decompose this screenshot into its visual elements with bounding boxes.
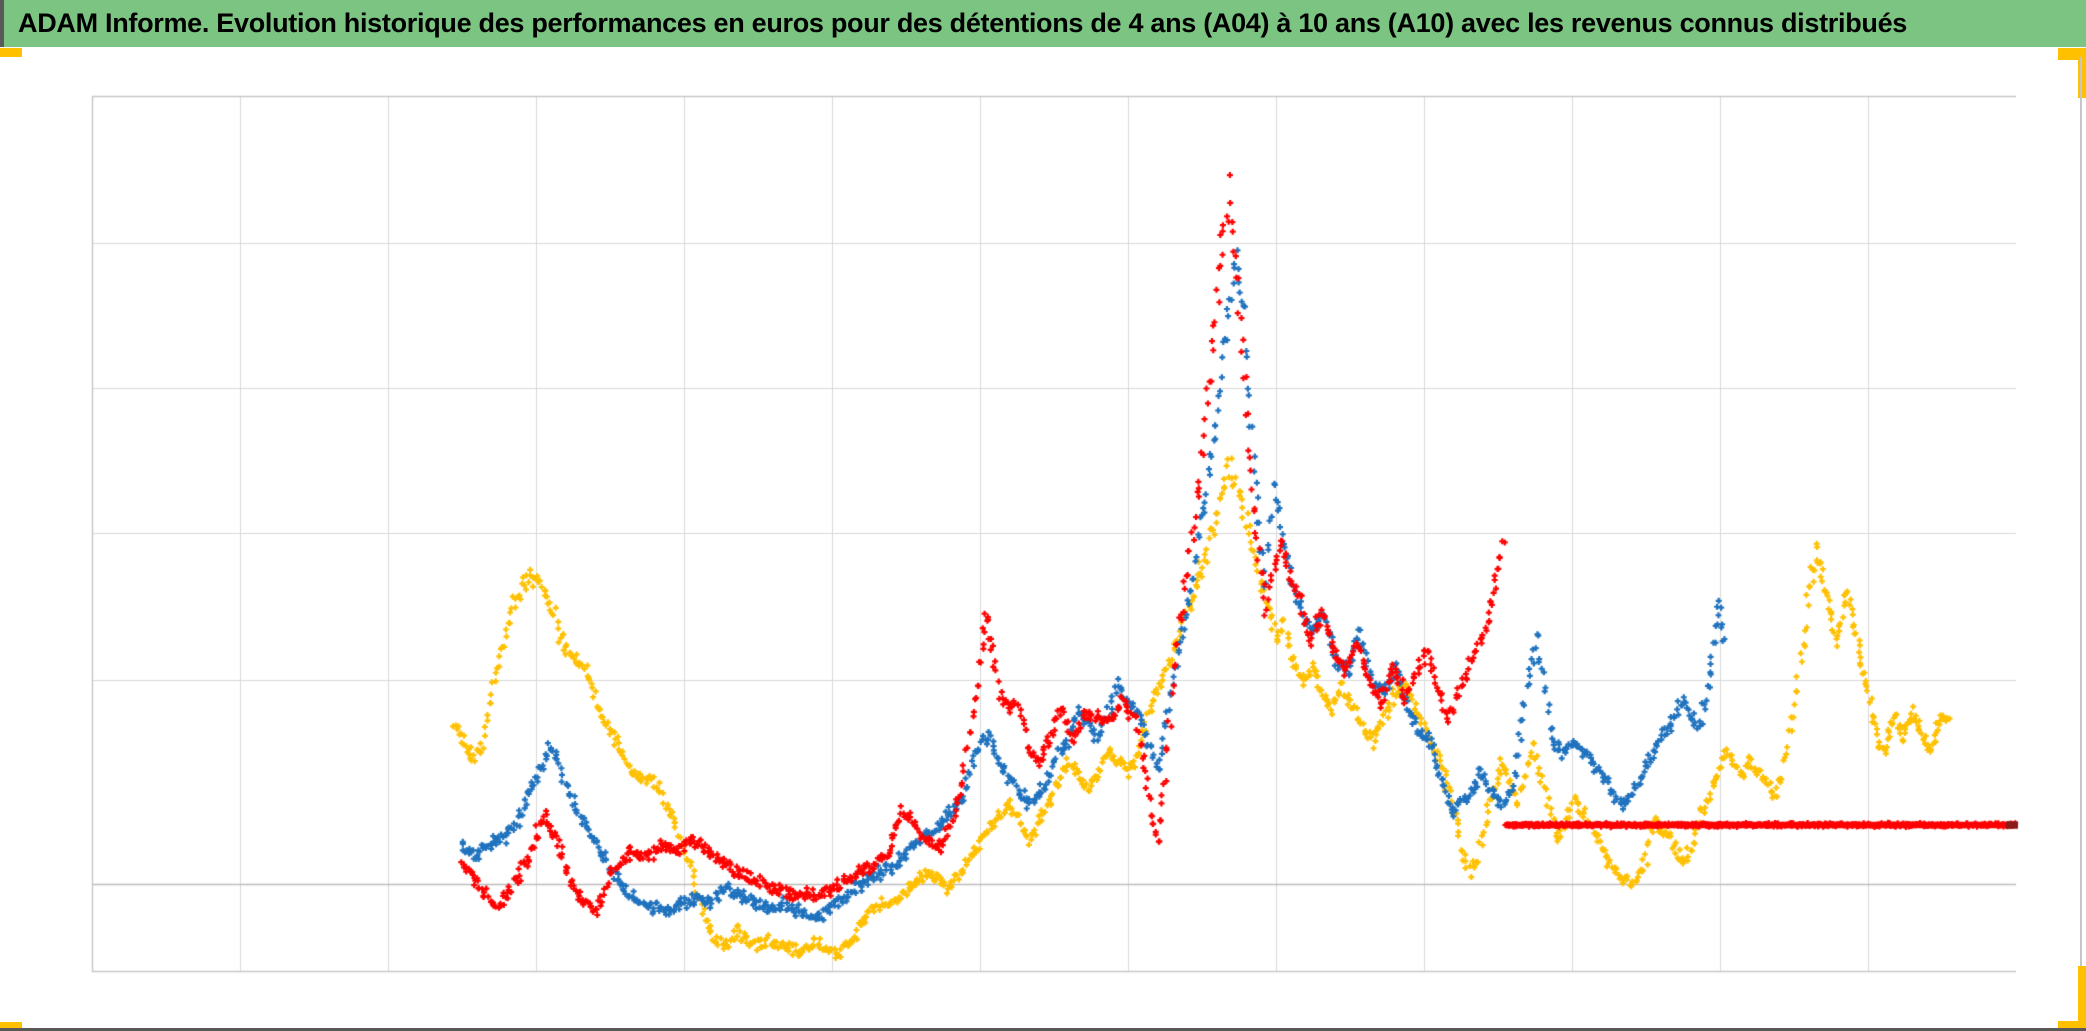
right-edge-line — [2080, 57, 2082, 966]
bottom-left-accent-mark — [0, 1022, 22, 1031]
top-right-corner-accent-v — [2078, 48, 2086, 98]
bottom-right-corner-accent-h — [2058, 1021, 2086, 1031]
page-title: ADAM Informe. Evolution historique des p… — [18, 8, 1908, 38]
bottom-edge-line — [0, 1028, 2086, 1031]
bottom-right-corner-accent-v — [2078, 966, 2086, 1031]
title-bar: ADAM Informe. Evolution historique des p… — [0, 0, 2086, 47]
top-left-accent-mark — [0, 48, 22, 57]
